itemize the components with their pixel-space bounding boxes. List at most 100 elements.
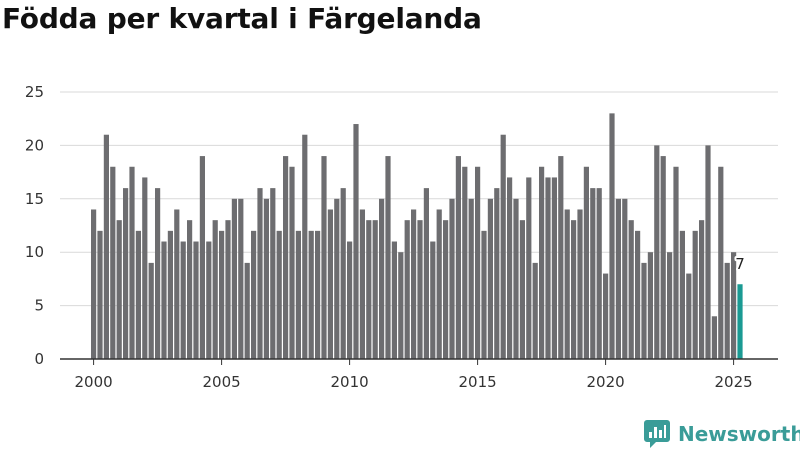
- bar: [257, 188, 263, 359]
- bar: [372, 220, 378, 359]
- bar: [219, 230, 225, 359]
- bar: [609, 113, 615, 359]
- bar: [283, 156, 289, 359]
- bar: [603, 273, 609, 359]
- bar: [129, 166, 135, 359]
- y-tick-label: 20: [25, 136, 44, 154]
- bar: [679, 230, 685, 359]
- bar: [596, 188, 602, 359]
- bar: [475, 166, 481, 359]
- bar: [308, 230, 314, 359]
- bar: [398, 252, 404, 359]
- bar: [417, 220, 423, 359]
- bar: [571, 220, 577, 359]
- bar: [468, 198, 474, 359]
- bar: [462, 166, 468, 359]
- y-tick-label: 5: [34, 297, 44, 315]
- bar: [667, 252, 673, 359]
- bar: [481, 230, 487, 359]
- bar: [500, 134, 506, 359]
- bar: [334, 198, 340, 359]
- bar: [705, 145, 711, 359]
- bar: [711, 316, 717, 359]
- bar: [359, 209, 365, 359]
- bar: [174, 209, 180, 359]
- bar: [315, 230, 321, 359]
- bar: [347, 241, 353, 359]
- bar: [558, 156, 564, 359]
- bar: [686, 273, 692, 359]
- bar: [647, 252, 653, 359]
- bar: [539, 166, 545, 359]
- bar: [615, 198, 621, 359]
- bar: [366, 220, 372, 359]
- bar: [411, 209, 417, 359]
- bar: [545, 177, 551, 359]
- bar: [423, 188, 429, 359]
- bar: [507, 177, 513, 359]
- bars: [91, 113, 743, 359]
- bar: [91, 209, 97, 359]
- bar: [641, 262, 647, 359]
- bar: [321, 156, 327, 359]
- bar: [225, 220, 231, 359]
- data-label-halo: 7: [735, 255, 745, 273]
- bar: [327, 209, 333, 359]
- bar: [289, 166, 295, 359]
- bar: [353, 124, 359, 359]
- bar: [244, 262, 250, 359]
- bar: [635, 230, 641, 359]
- bar: [673, 166, 679, 359]
- bar: [718, 166, 724, 359]
- bar-highlight: [737, 284, 743, 359]
- bar: [654, 145, 660, 359]
- x-tick-label: 2005: [203, 373, 241, 391]
- bar: [519, 220, 525, 359]
- bar: [116, 220, 122, 359]
- bar: [155, 188, 161, 359]
- bar: [199, 156, 205, 359]
- newsworthy-logo-icon: [644, 420, 670, 448]
- x-tick-label: 2025: [715, 373, 753, 391]
- bar: [302, 134, 308, 359]
- bar: [110, 166, 116, 359]
- bar: [123, 188, 129, 359]
- y-tick-label: 15: [25, 190, 44, 208]
- bar: [212, 220, 218, 359]
- bar: [231, 198, 237, 359]
- bar: [148, 262, 154, 359]
- bar: [449, 198, 455, 359]
- bar: [206, 241, 212, 359]
- bar: [577, 209, 583, 359]
- bar: [436, 209, 442, 359]
- page-title: Födda per kvartal i Färgelanda: [2, 2, 482, 35]
- bar: [487, 198, 493, 359]
- bar: [583, 166, 589, 359]
- bar: [263, 198, 269, 359]
- bar: [180, 241, 186, 359]
- bar: [628, 220, 634, 359]
- bar: [526, 177, 532, 359]
- bar: [532, 262, 538, 359]
- bar: [340, 188, 346, 359]
- y-tick-label: 0: [34, 350, 44, 368]
- x-tick-label: 2015: [459, 373, 497, 391]
- bar: [660, 156, 666, 359]
- x-tick-label: 2020: [587, 373, 625, 391]
- bar: [238, 198, 244, 359]
- bar: [161, 241, 167, 359]
- y-tick-label: 25: [25, 83, 44, 101]
- bar: [513, 198, 519, 359]
- bar: [622, 198, 628, 359]
- bar: [379, 198, 385, 359]
- bar: [135, 230, 141, 359]
- bar: [404, 220, 410, 359]
- bar: [731, 252, 737, 359]
- bar: [430, 241, 436, 359]
- bar: [385, 156, 391, 359]
- brand-logo: Newsworthy: [644, 420, 800, 448]
- bar: [270, 188, 276, 359]
- bar: [142, 177, 148, 359]
